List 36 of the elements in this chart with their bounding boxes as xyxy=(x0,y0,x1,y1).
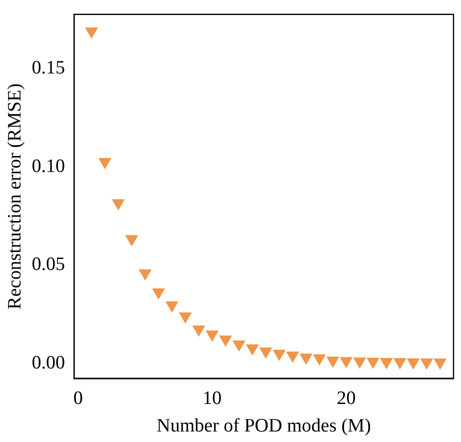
point xyxy=(112,199,124,210)
x-tick-label: 0 xyxy=(73,388,83,409)
point xyxy=(166,301,178,312)
point xyxy=(273,350,286,360)
y-tick-label: 0.10 xyxy=(32,156,66,177)
y-tick-label: 0.05 xyxy=(32,254,66,276)
point xyxy=(152,288,165,300)
point xyxy=(138,269,152,280)
x-axis-title: Number of POD modes (M) xyxy=(156,416,371,437)
point xyxy=(366,358,380,369)
point xyxy=(219,336,232,346)
point xyxy=(85,28,98,38)
point xyxy=(340,357,352,368)
point xyxy=(206,330,218,342)
point xyxy=(98,158,112,169)
point xyxy=(380,358,393,369)
y-axis-title: Reconstruction error (RMSE) xyxy=(4,83,26,310)
y-tick-label: 0.15 xyxy=(32,58,66,79)
point xyxy=(434,358,446,370)
point xyxy=(407,358,420,370)
point xyxy=(192,326,205,336)
x-tick-label: 10 xyxy=(202,388,222,409)
point xyxy=(420,358,433,370)
point xyxy=(179,312,192,324)
x-tick-label: 20 xyxy=(336,388,356,409)
point xyxy=(260,348,272,358)
point xyxy=(126,235,138,246)
point xyxy=(300,354,312,364)
point xyxy=(326,356,339,368)
point xyxy=(246,344,259,356)
point xyxy=(232,340,246,352)
point xyxy=(313,354,326,366)
y-tick-label: 0.00 xyxy=(32,352,66,374)
point xyxy=(286,352,299,362)
point xyxy=(394,358,406,369)
point xyxy=(354,358,366,368)
